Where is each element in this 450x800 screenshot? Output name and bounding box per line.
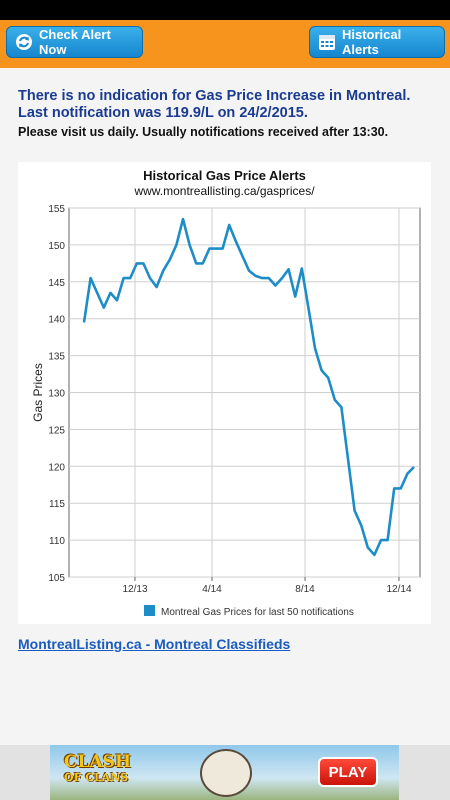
y-tick-label: 145 bbox=[48, 278, 65, 289]
ad-play-button[interactable]: PLAY bbox=[318, 757, 378, 787]
check-alert-now-label: Check Alert Now bbox=[39, 27, 111, 57]
y-tick-label: 110 bbox=[49, 536, 65, 547]
visit-daily-text: Please visit us daily. Usually notificat… bbox=[18, 125, 389, 139]
legend-swatch bbox=[144, 605, 155, 616]
y-tick-label: 115 bbox=[49, 499, 65, 510]
chart-title: Historical Gas Price Alerts bbox=[143, 168, 306, 183]
historical-alerts-button[interactable]: Historical Alerts bbox=[309, 26, 445, 58]
refresh-icon bbox=[15, 33, 33, 51]
y-tick-label: 155 bbox=[48, 204, 65, 215]
check-alert-now-button[interactable]: Check Alert Now bbox=[6, 26, 143, 58]
legend-label: Montreal Gas Prices for last 50 notifica… bbox=[161, 607, 354, 618]
y-tick-label: 135 bbox=[48, 352, 65, 363]
alert-notice: There is no indication for Gas Price Inc… bbox=[18, 88, 438, 141]
alert-status-text: There is no indication for Gas Price Inc… bbox=[18, 88, 411, 104]
y-tick-label: 125 bbox=[48, 425, 65, 436]
gas-price-chart: Historical Gas Price Alerts www.montreal… bbox=[18, 162, 431, 624]
y-axis-label: Gas Prices bbox=[31, 363, 45, 422]
ad-game-logo: CLASH OF CLANS bbox=[64, 752, 132, 785]
montreal-listing-link[interactable]: MontrealListing.ca - Montreal Classified… bbox=[18, 636, 291, 652]
toolbar: Check Alert Now Historical Alerts bbox=[0, 20, 450, 68]
historical-alerts-label: Historical Alerts bbox=[342, 27, 402, 57]
last-notification-text: Last notification was 119.9/L on 24/2/20… bbox=[18, 105, 308, 121]
skull-icon bbox=[200, 749, 252, 797]
calendar-icon bbox=[318, 33, 336, 51]
status-bar bbox=[0, 0, 450, 20]
chart-plot: 105 110 115 120 125 130 135 140 145 150 155 12/13 4/… bbox=[31, 204, 421, 618]
y-tick-label: 140 bbox=[48, 315, 65, 326]
x-tick-label: 8/14 bbox=[295, 584, 315, 595]
x-tick-label: 4/14 bbox=[202, 584, 222, 595]
x-tick-label: 12/13 bbox=[122, 584, 147, 595]
y-tick-label: 120 bbox=[48, 462, 65, 473]
y-tick-label: 130 bbox=[48, 389, 65, 400]
y-tick-label: 150 bbox=[48, 241, 65, 252]
y-tick-label: 105 bbox=[48, 573, 65, 584]
ad-image[interactable]: CLASH OF CLANS PLAY bbox=[50, 745, 399, 800]
series-line bbox=[82, 217, 415, 557]
ad-banner[interactable]: CLASH OF CLANS PLAY bbox=[0, 745, 450, 800]
chart-subtitle: www.montreallisting.ca/gasprices/ bbox=[134, 184, 315, 198]
x-tick-label: 12/14 bbox=[386, 584, 411, 595]
